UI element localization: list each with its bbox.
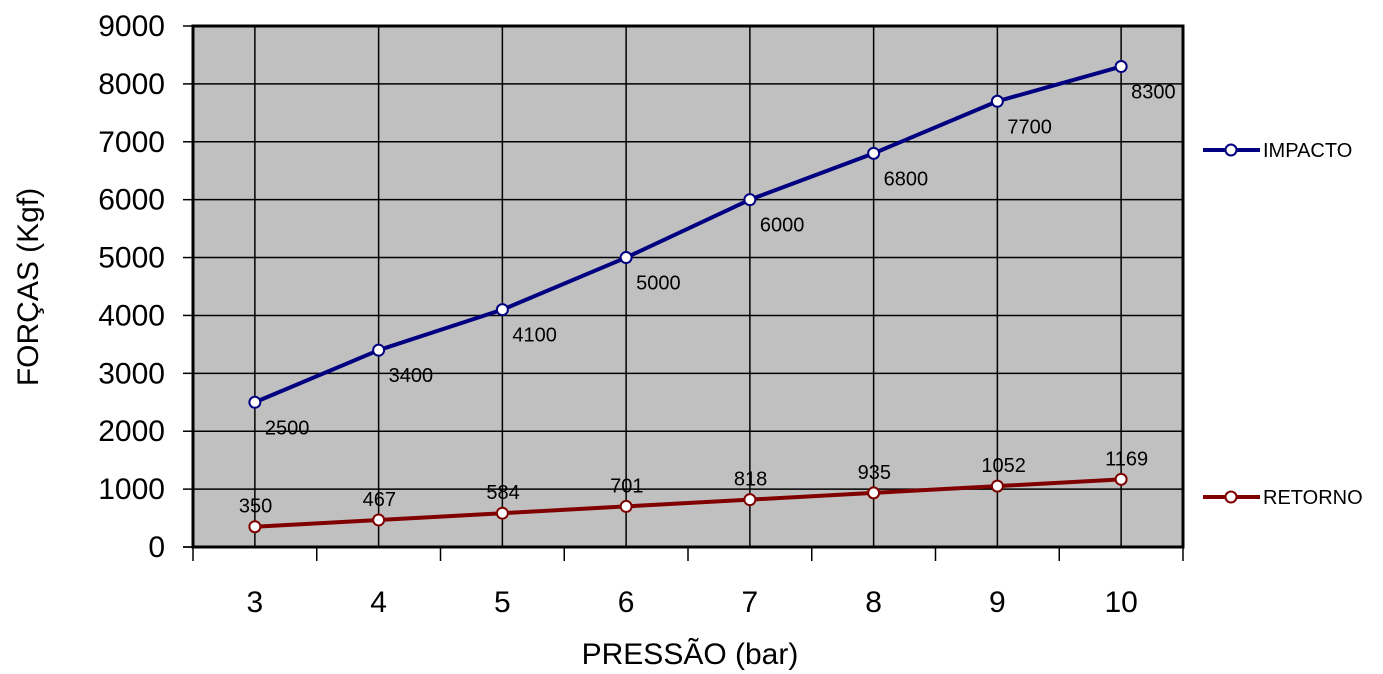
data-label-impacto: 8300 (1131, 82, 1176, 104)
data-label-retorno: 1169 (1105, 448, 1148, 470)
x-tick-label: 5 (494, 586, 511, 619)
x-tick-label: 3 (247, 586, 264, 619)
data-point-impacto (990, 94, 1004, 108)
y-tick-label: 8000 (98, 68, 165, 101)
axes (183, 25, 1184, 561)
x-tick-label: 9 (989, 586, 1006, 619)
data-point-retorno (1114, 472, 1128, 486)
y-tick-label: 1000 (98, 473, 165, 506)
data-point-retorno (619, 499, 633, 513)
data-label-retorno: 1052 (981, 455, 1026, 477)
tick-labels: 0 1000 2000 3000 4000 5000 6000 7000 8000 9000 3 4 5… (98, 10, 1138, 619)
data-label-impacto: 3400 (389, 365, 434, 387)
x-tick-label: 6 (618, 586, 635, 619)
data-point-impacto (1114, 60, 1128, 74)
y-tick-label: 4000 (98, 299, 165, 332)
data-point-impacto (372, 343, 386, 357)
x-tick-label: 7 (742, 586, 759, 619)
y-tick-label: 2000 (98, 415, 165, 448)
data-label-impacto: 2500 (265, 417, 310, 439)
y-tick-label: 7000 (98, 126, 165, 159)
legend-label-retorno: RETORNO (1263, 487, 1363, 509)
data-label-retorno: 701 (610, 475, 643, 497)
legend-label-impacto: IMPACTO (1263, 140, 1352, 162)
grid-lines (193, 26, 1183, 547)
data-point-impacto (619, 251, 633, 265)
data-label-retorno: 350 (239, 496, 272, 518)
x-axis-title: PRESSÃO (bar) (582, 637, 799, 671)
y-tick-label: 6000 (98, 184, 165, 217)
legend-marker-retorno (1224, 490, 1238, 504)
data-label-retorno: 584 (486, 482, 519, 504)
data-label-impacto: 6000 (760, 215, 805, 237)
data-label-retorno: 467 (363, 489, 396, 511)
data-point-impacto (743, 193, 757, 207)
data-point-retorno (867, 486, 881, 500)
data-point-retorno (495, 506, 509, 520)
data-point-retorno (372, 513, 386, 527)
data-label-retorno: 818 (734, 469, 767, 491)
y-tick-label: 3000 (98, 357, 165, 390)
data-point-impacto (495, 303, 509, 317)
legend: IMPACTO RETORNO (1203, 140, 1363, 509)
y-tick-label: 9000 (98, 10, 165, 43)
y-tick-label: 0 (148, 531, 165, 564)
data-label-impacto: 5000 (636, 273, 681, 295)
x-tick-label: 4 (370, 586, 387, 619)
data-label-impacto: 6800 (884, 168, 929, 190)
series-layer (248, 60, 1128, 534)
x-tick-label: 10 (1104, 586, 1137, 619)
x-tick-label: 8 (865, 586, 882, 619)
plot-area (191, 24, 1185, 549)
data-point-retorno (990, 479, 1004, 493)
data-point-retorno (743, 493, 757, 507)
data-label-retorno: 935 (858, 462, 891, 484)
data-point-impacto (248, 395, 262, 409)
y-axis-title: FORÇAS (Kgf) (12, 188, 45, 386)
data-label-impacto: 7700 (1007, 116, 1052, 138)
legend-marker-impacto (1224, 143, 1238, 157)
data-labels: 2500 3400 4100 5000 6000 6800 7700 8300 350 467 58… (239, 82, 1176, 518)
data-point-impacto (867, 146, 881, 160)
y-tick-label: 5000 (98, 242, 165, 275)
series-line-impacto (254, 64, 1122, 405)
data-point-retorno (248, 520, 262, 534)
series-line-retorno (254, 477, 1122, 529)
data-label-impacto: 4100 (512, 325, 557, 347)
